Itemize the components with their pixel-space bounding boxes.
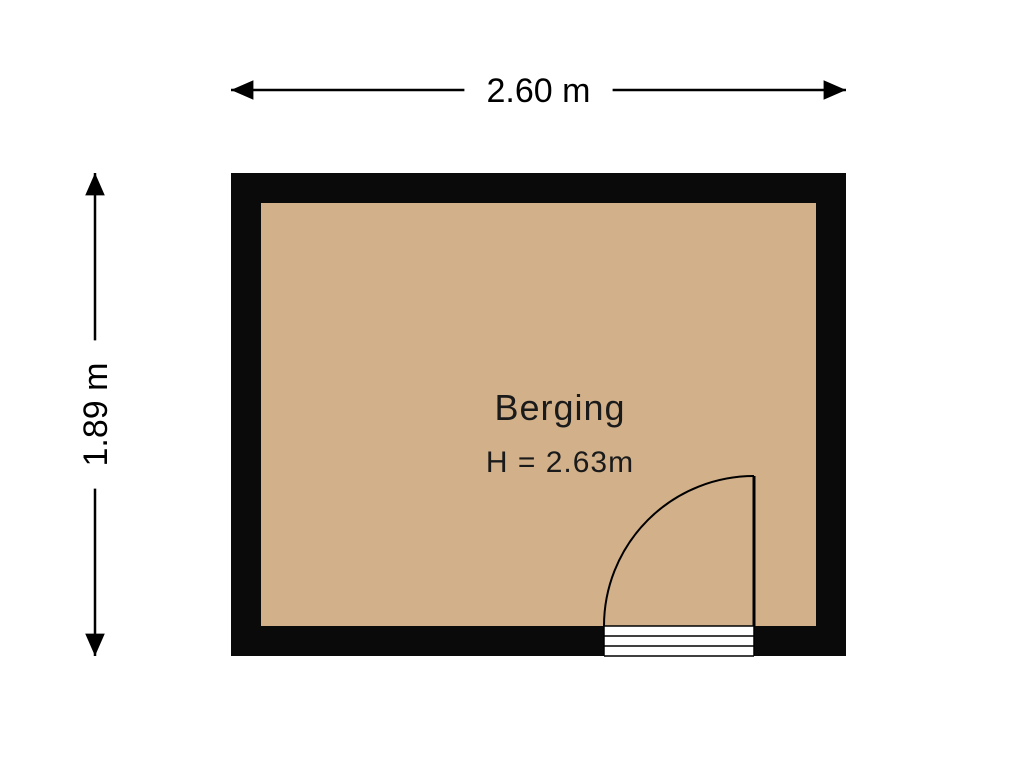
dim-width-label: 2.60 m (487, 72, 591, 110)
room-height-label: H = 2.63m (486, 446, 634, 479)
dim-width-arrow-left (231, 80, 253, 100)
dim-width-arrow-right (824, 80, 846, 100)
door-threshold (604, 626, 754, 656)
dim-height-arrow-top (85, 173, 105, 195)
floorplan-diagram: Berging H = 2.63m 2.60 m 1.89 m (0, 0, 1024, 768)
dim-height-label: 1.89 m (77, 363, 115, 467)
dim-height-arrow-bottom (85, 634, 105, 656)
room-name-label: Berging (494, 387, 625, 428)
